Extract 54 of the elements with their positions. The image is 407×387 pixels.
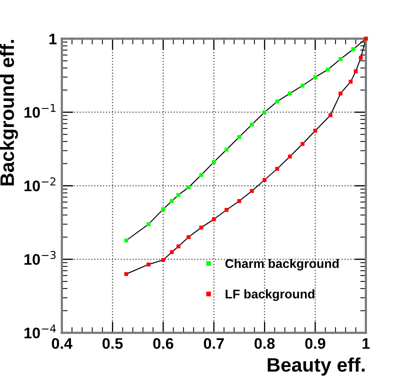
point	[237, 199, 242, 203]
point	[288, 154, 292, 158]
point	[338, 92, 342, 96]
x-tick-label: 0.8	[254, 338, 275, 349]
point	[212, 160, 216, 164]
point	[348, 80, 353, 84]
point	[224, 208, 228, 212]
point	[186, 185, 190, 190]
point	[354, 69, 358, 74]
point	[326, 68, 330, 72]
x-tick-label: 0.9	[305, 338, 326, 349]
point	[262, 178, 266, 182]
y-tick-label: 10$^{−4}$	[24, 324, 56, 338]
point	[170, 199, 174, 203]
x-tick-label: 1	[362, 338, 370, 349]
y-tick-label: 10$^{−3}$	[24, 250, 56, 265]
point	[358, 56, 363, 60]
point	[250, 189, 254, 193]
point	[275, 100, 280, 104]
x-tick-label: 0.4	[52, 338, 72, 349]
point	[170, 250, 174, 254]
x-tick-label: 0.5	[102, 338, 123, 349]
y-axis-title: Background eff.	[0, 40, 18, 186]
point	[161, 258, 166, 262]
y-tick-label: 10$^{−2}$	[24, 177, 56, 192]
point	[313, 75, 318, 80]
point	[300, 142, 304, 146]
x-tick-label: 0.6	[153, 338, 174, 349]
point	[199, 173, 204, 177]
point	[288, 92, 292, 96]
point	[146, 262, 150, 266]
legend-label: LF background	[226, 289, 314, 301]
point	[275, 166, 280, 171]
point	[124, 272, 128, 276]
x-tick-label: 0.7	[204, 338, 224, 349]
legend-label: Charm background	[225, 258, 339, 271]
point	[262, 110, 266, 114]
point	[176, 244, 180, 248]
point	[237, 135, 242, 139]
point	[186, 235, 190, 240]
y-tick-label: 10$^{−1}$	[24, 104, 56, 118]
point	[250, 122, 254, 126]
point	[124, 238, 128, 242]
point	[351, 47, 356, 52]
point	[300, 84, 304, 88]
point	[176, 193, 180, 197]
point	[338, 57, 342, 61]
point	[224, 148, 228, 152]
point	[146, 222, 150, 226]
point	[199, 226, 204, 230]
x-axis-title: Beauty eff.	[268, 357, 365, 376]
point	[212, 217, 216, 222]
y-tick-label: 1	[49, 34, 57, 44]
point	[328, 113, 332, 118]
